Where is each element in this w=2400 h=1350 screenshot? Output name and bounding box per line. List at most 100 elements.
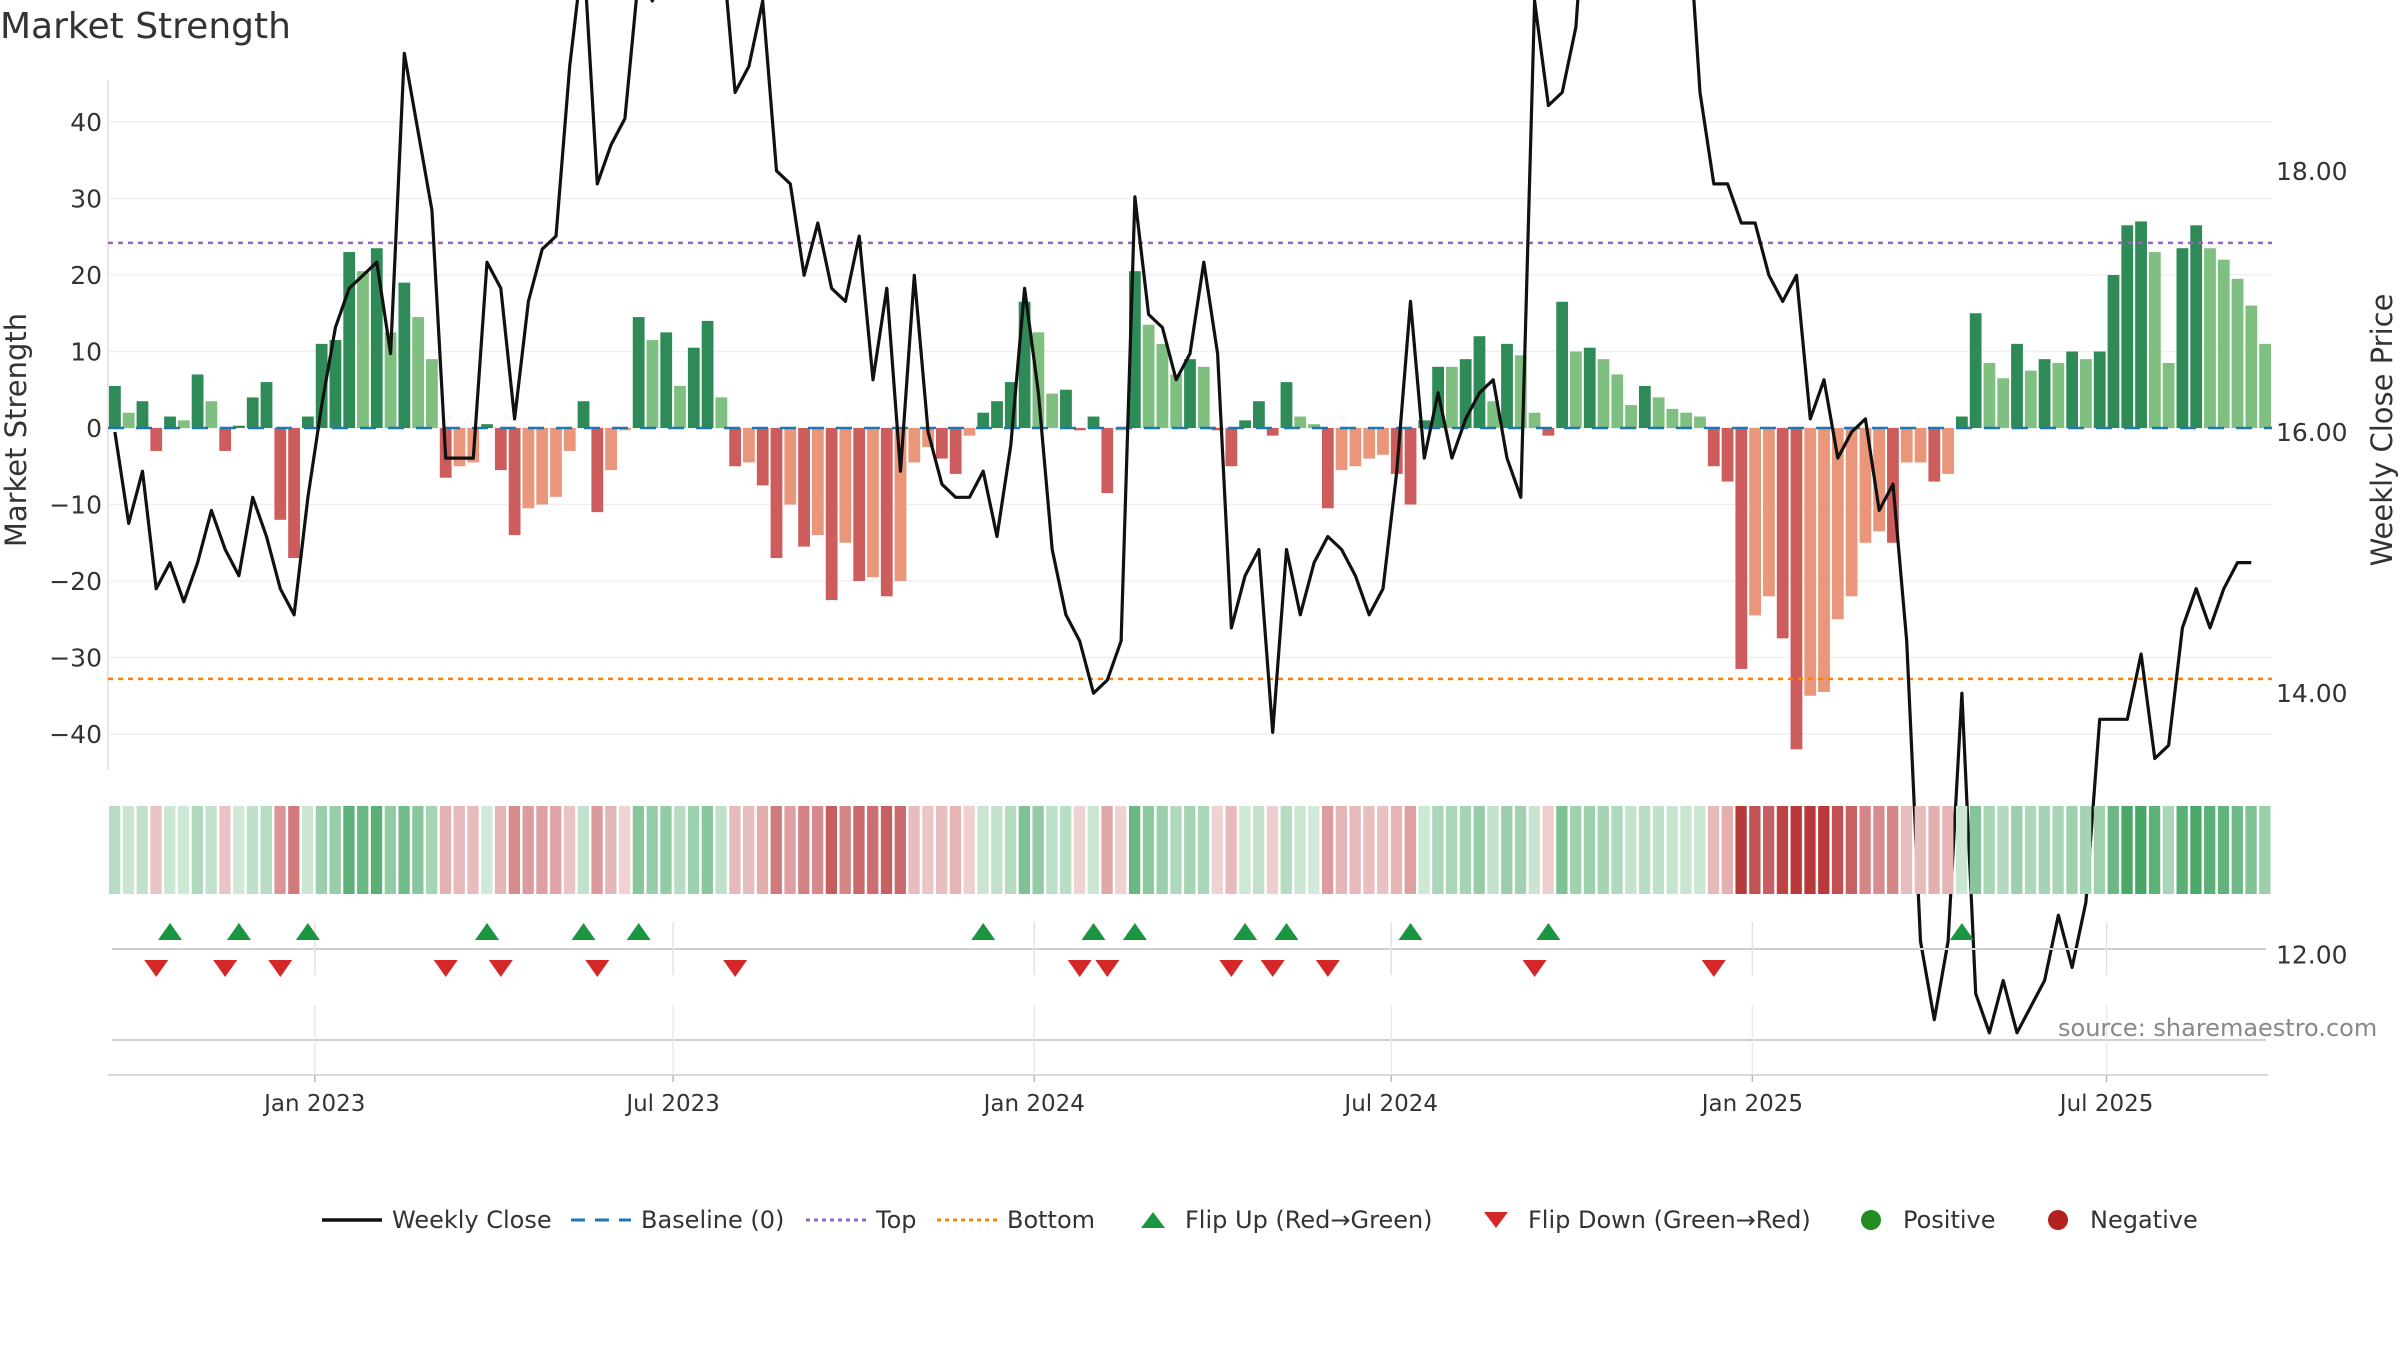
strength-bar — [2052, 362, 2065, 428]
strength-bar — [1046, 393, 1059, 428]
heat-cell — [1432, 806, 1444, 894]
heat-cell — [1707, 806, 1720, 894]
strength-bar — [1542, 428, 1555, 436]
strength-bar — [2135, 221, 2147, 428]
strength-bar — [1694, 416, 1706, 428]
strength-bar — [811, 428, 824, 536]
heat-cell — [1156, 806, 1168, 894]
heat-cell — [439, 806, 452, 894]
heat-cell — [1570, 806, 1582, 894]
strength-bar — [1804, 428, 1817, 696]
strength-bar — [1487, 401, 1500, 428]
dotted-line-icon — [937, 1210, 1007, 1230]
flip-down-marker — [585, 960, 610, 977]
strength-bar — [715, 397, 728, 428]
heat-cell — [1997, 806, 2009, 894]
x-tick-label: Jul 2024 — [1342, 1091, 1438, 1117]
strength-bar — [1004, 382, 1017, 428]
heat-cell — [1487, 806, 1499, 894]
strength-bar — [1266, 428, 1279, 436]
strength-bar — [577, 401, 590, 428]
strength-bar — [1776, 428, 1789, 639]
strength-bar — [1997, 378, 2010, 428]
strength-bar — [674, 385, 686, 428]
heat-cell — [605, 806, 617, 894]
strength-bar — [150, 428, 163, 451]
heat-cell — [853, 806, 865, 894]
strength-bar — [1060, 389, 1072, 428]
heat-cell — [632, 806, 645, 894]
strength-bar — [1735, 428, 1748, 669]
x-tick-label: Jul 2025 — [2058, 1091, 2154, 1117]
strength-bar — [1680, 412, 1693, 428]
heat-cell — [2190, 806, 2202, 894]
strength-bar — [936, 428, 948, 459]
heat-cell — [1404, 806, 1416, 894]
strength-bar — [1955, 416, 1968, 428]
heat-cell — [1928, 806, 1940, 894]
heat-cell — [2204, 806, 2216, 894]
strength-bar — [894, 428, 907, 581]
y-axis-label: Market Strength — [0, 313, 33, 547]
strength-bar — [1652, 397, 1665, 428]
strength-bar — [2231, 278, 2244, 428]
flip-up-marker — [158, 923, 183, 940]
strength-bar — [1225, 428, 1238, 467]
heat-cell — [1170, 806, 1182, 894]
heat-cell — [1046, 806, 1058, 894]
heat-cell — [1804, 806, 1816, 894]
heat-cell — [301, 806, 314, 894]
heat-cell — [1652, 806, 1665, 894]
flip-up-marker — [571, 923, 596, 940]
heat-cell — [219, 806, 231, 894]
heat-cell — [536, 806, 548, 894]
legend-label: Baseline (0) — [641, 1206, 785, 1234]
strength-bar — [1101, 428, 1114, 494]
strength-bar — [1790, 428, 1803, 750]
heat-cell — [729, 806, 741, 894]
heat-cell — [894, 806, 906, 894]
strength-bar — [1170, 374, 1183, 428]
heat-cell — [1583, 806, 1596, 894]
flip-up-marker — [626, 923, 651, 940]
heat-cell — [770, 806, 782, 894]
strength-bar — [1845, 428, 1858, 597]
heat-cell — [329, 806, 341, 894]
heat-cell — [2121, 806, 2133, 894]
heat-strip-layer — [109, 806, 2271, 894]
legend-item-positive: Positive — [1849, 1206, 1996, 1234]
flip-up-marker — [1081, 923, 1106, 940]
heat-cell — [1597, 806, 1609, 894]
y-tick-label: −40 — [49, 720, 102, 749]
strength-bar — [426, 359, 438, 428]
strength-bar — [288, 428, 300, 559]
heat-cell — [991, 806, 1003, 894]
strength-bar — [384, 332, 397, 428]
heat-cell — [1900, 806, 1913, 894]
y-tick-label: −30 — [49, 644, 102, 673]
strength-bar — [481, 424, 493, 428]
strength-bar — [1087, 416, 1100, 428]
heat-cell — [936, 806, 948, 894]
strength-bar — [1707, 428, 1720, 467]
y2-axis-label: Weekly Close Price — [2365, 294, 2399, 567]
strength-bar — [880, 428, 893, 597]
strength-bar — [219, 428, 232, 451]
heat-cell — [1266, 806, 1279, 894]
strength-bar — [591, 428, 604, 513]
flip-down-marker — [488, 960, 513, 977]
flip-up-marker — [226, 923, 251, 940]
flip-down-marker — [144, 960, 169, 977]
heat-cell — [1942, 806, 1954, 894]
heat-cell — [1128, 806, 1141, 894]
heat-cell — [1184, 806, 1196, 894]
heat-cell — [1735, 806, 1747, 894]
dotted-line-icon — [806, 1210, 876, 1230]
heat-cell — [191, 806, 203, 894]
legend-item-negative: Negative — [2036, 1206, 2198, 1234]
heat-cell — [343, 806, 355, 894]
flip-up-marker — [1233, 923, 1258, 940]
strength-bar — [2121, 225, 2134, 428]
strength-bar — [2190, 225, 2203, 428]
heat-cell — [1197, 806, 1210, 894]
